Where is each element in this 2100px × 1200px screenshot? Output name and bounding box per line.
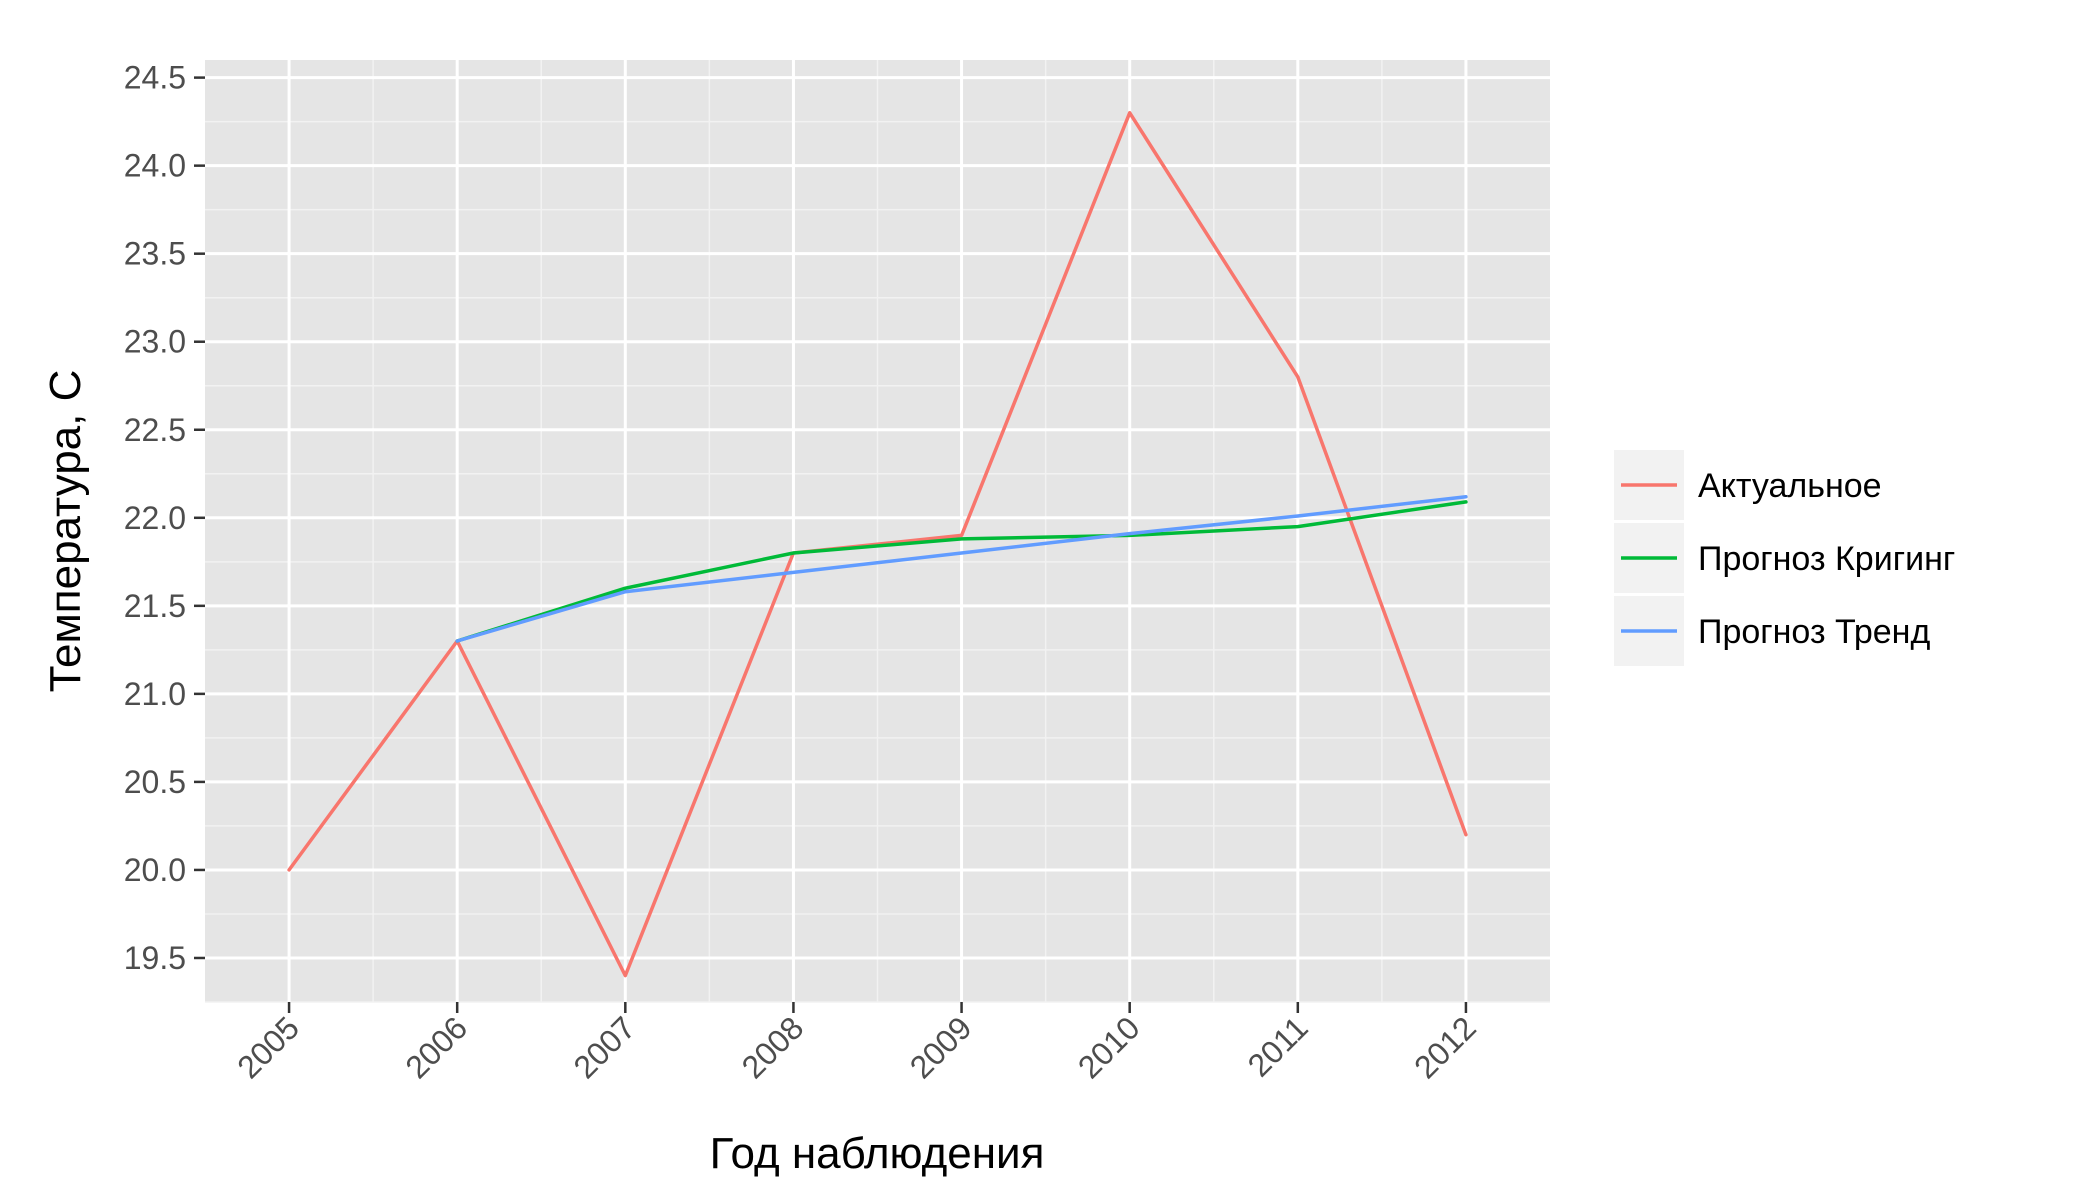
y-tick-label: 20.5	[124, 764, 186, 800]
y-tick-label: 21.0	[124, 676, 186, 712]
legend-label: Прогноз Кригинг	[1698, 540, 1955, 578]
y-tick-label: 23.5	[124, 236, 186, 272]
x-tick-label: 2010	[1071, 1009, 1147, 1085]
x-tick-label: 2006	[398, 1009, 474, 1085]
major-gridlines	[205, 60, 1550, 1002]
minor-gridlines	[205, 60, 1550, 1003]
y-tick-label: 24.0	[124, 148, 186, 184]
series-line-прогноз-кригинг	[455, 500, 1468, 643]
y-tick-label: 23.0	[124, 324, 186, 360]
y-tick-label: 24.5	[124, 60, 186, 96]
y-axis-title: Температура, С	[41, 370, 90, 693]
y-tick-label: 22.0	[124, 500, 186, 536]
y-tick-label: 22.5	[124, 412, 186, 448]
y-tick-label: 19.5	[124, 940, 186, 976]
series-lines	[287, 111, 1468, 978]
legend-label: Актуальное	[1698, 467, 1882, 505]
y-tick-label: 20.0	[124, 852, 186, 888]
x-tick-label: 2009	[903, 1009, 979, 1085]
legend: Актуальное Прогноз Кригинг Прогноз Тренд	[1614, 450, 1955, 666]
series-line-прогноз-тренд	[455, 494, 1468, 643]
y-tick-label: 21.5	[124, 588, 186, 624]
legend-label: Прогноз Тренд	[1698, 613, 1930, 651]
x-tick-label: 2008	[735, 1009, 811, 1085]
y-axis: 19.5 20.0 20.5 21.0 21.5 22.0 22.5 23.0 23.5 24.0…	[124, 60, 205, 976]
x-tick-label: 2012	[1407, 1009, 1483, 1085]
x-tick-label: 2005	[230, 1009, 306, 1085]
x-tick-label: 2011	[1241, 1009, 1315, 1083]
x-tick-label: 2007	[566, 1009, 642, 1085]
x-axis-title: Год наблюдения	[710, 1129, 1045, 1178]
x-axis: 2005 2006 2007 2008 2009 2010 2011 2012	[230, 1002, 1483, 1085]
